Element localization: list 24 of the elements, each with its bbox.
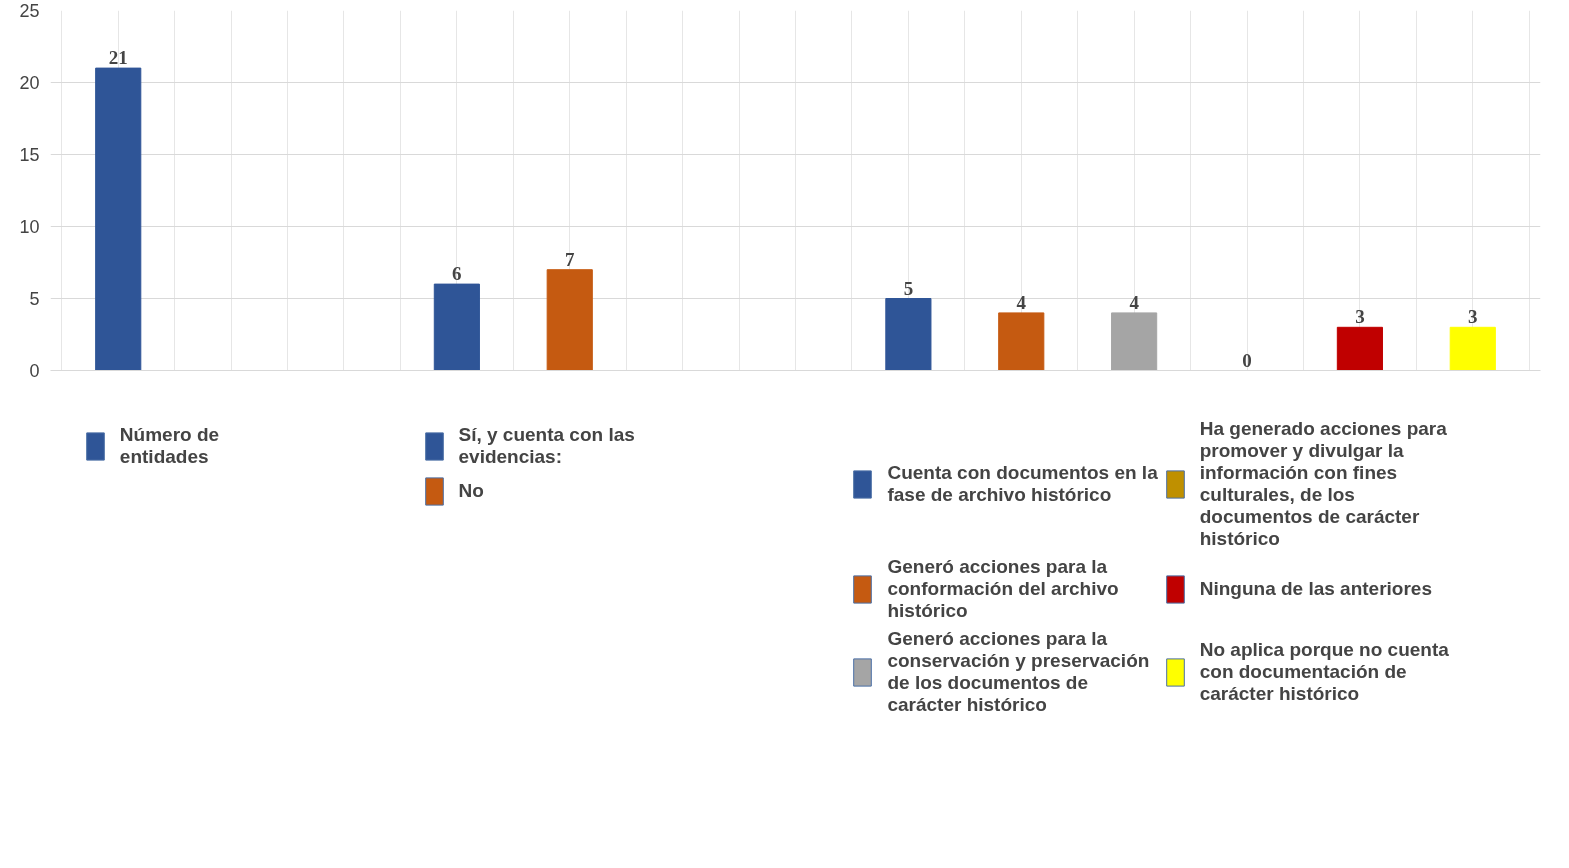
data-label: 5	[903, 277, 914, 299]
legend-label: No	[458, 480, 484, 502]
legend-label: Cuenta con documentos en la fase de archivo histórico	[887, 462, 1158, 506]
data-label: 0	[1242, 349, 1252, 371]
legend-label: Ha generado acciones para promover y divulgar la información con fines culturales, de los documentos de carácter histórico	[1199, 418, 1447, 550]
data-label: 7	[564, 248, 575, 270]
y-tick-label: 15	[19, 145, 40, 165]
legend-label: Ninguna de las anteriores	[1199, 578, 1432, 600]
data-label: 4	[1016, 291, 1027, 313]
legend-label: Generó acciones para la conservación y preservación de los documentos de carácter histórico	[887, 628, 1150, 716]
y-tick-label: 25	[19, 1, 40, 21]
y-tick-label: 20	[19, 73, 40, 93]
data-label: 4	[1129, 291, 1140, 313]
y-tick-label: 0	[29, 361, 40, 381]
data-label: 6	[452, 263, 462, 285]
legend-label: Número de entidades	[119, 424, 220, 468]
y-tick-label: 10	[19, 217, 40, 237]
data-label: 21	[108, 47, 128, 69]
legend-label: Generó acciones para la conformación del archivo histórico	[887, 556, 1119, 622]
y-tick-label: 5	[29, 289, 40, 309]
data-label: 3	[1468, 306, 1478, 328]
legend-label: Sí, y cuenta con las evidencias:	[458, 424, 635, 468]
legend-label: No aplica porque no cuenta con documentación de carácter histórico	[1199, 639, 1449, 705]
data-label: 3	[1355, 306, 1365, 328]
